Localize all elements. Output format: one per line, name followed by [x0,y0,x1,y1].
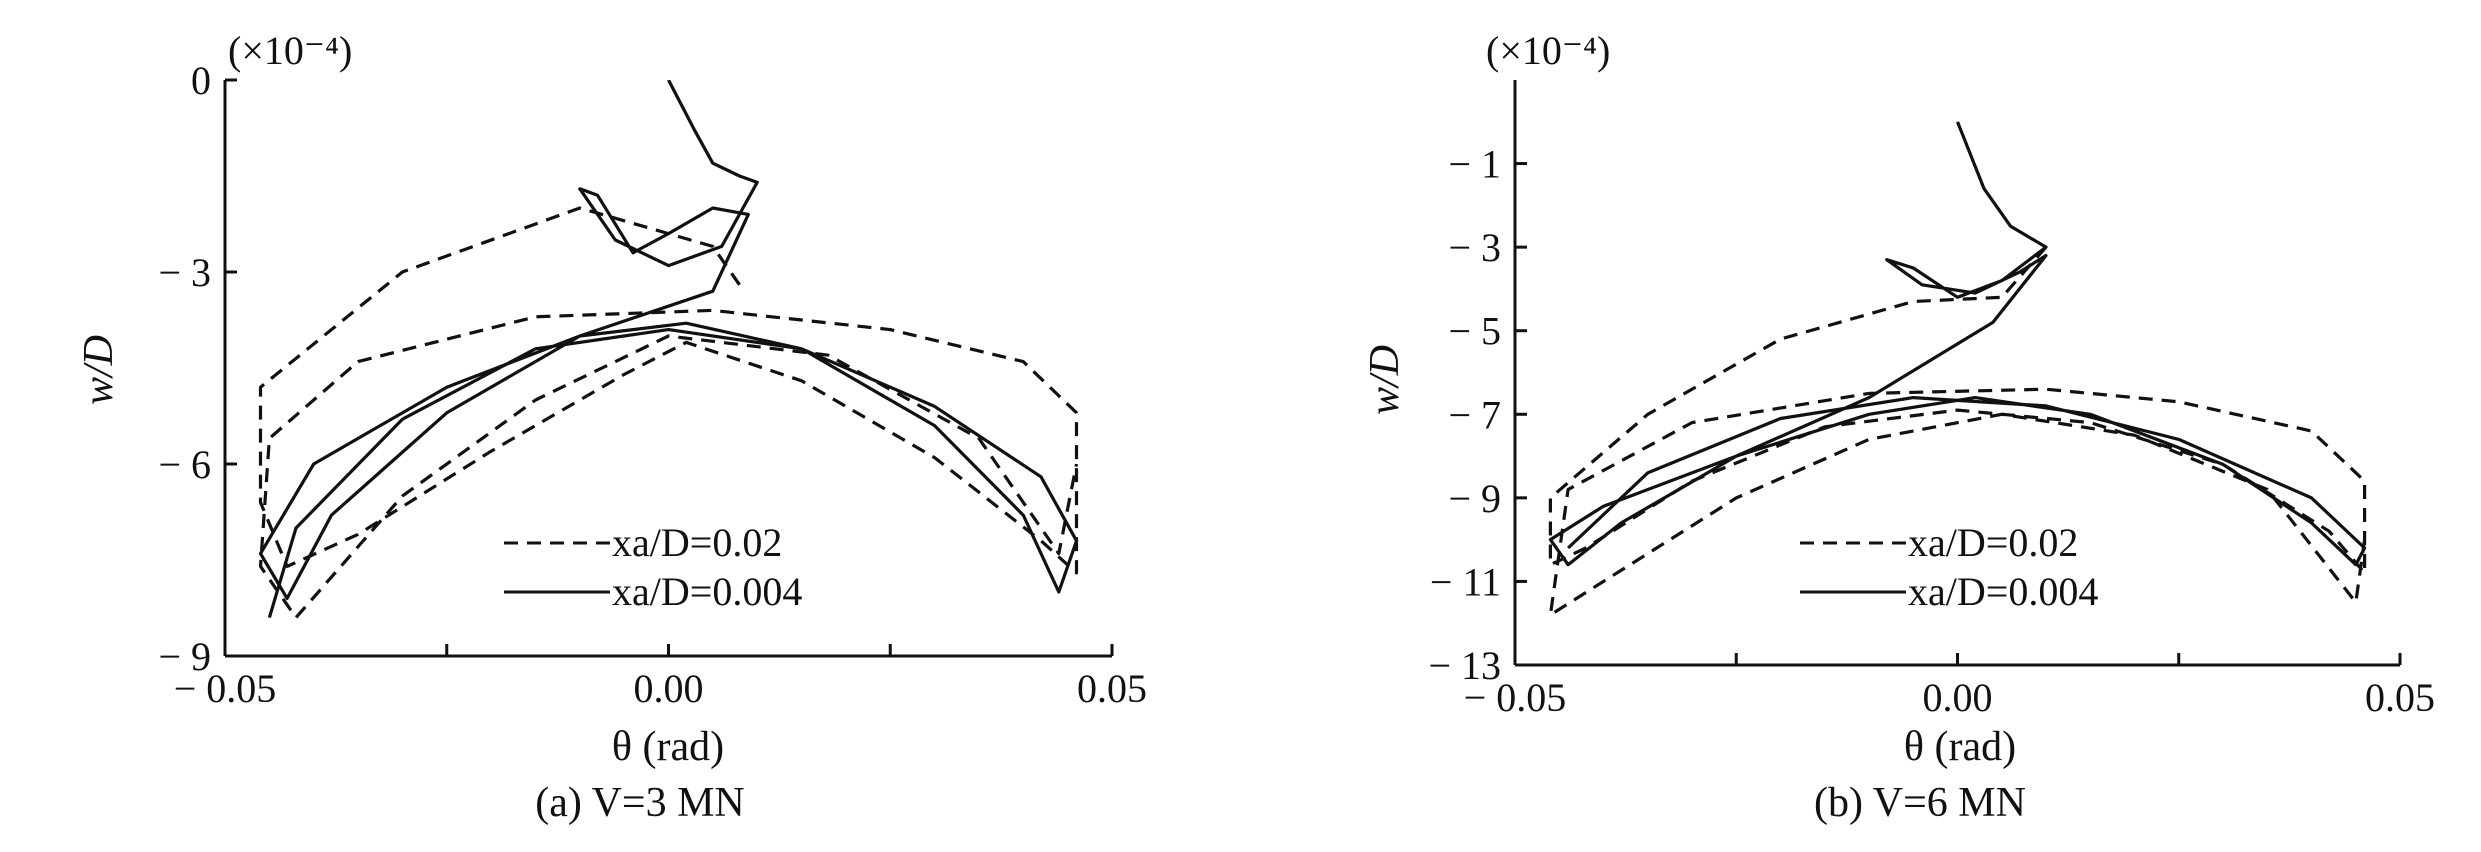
ticks-b: − 0.05 0.00 0.05 − 1 − 3 − 5 − 7 − 9 − 11 − 13 [1428,142,2435,720]
x-tick-label-a: − 0.05 [174,666,277,711]
plot-area-b [1548,121,2367,617]
chart-panel-b: − 0.05 0.00 0.05 − 1 − 3 − 5 − 7 − 9 − 11 − 13 (×… [1362,28,2435,826]
ticks-a: − 0.05 0.00 0.05 0 − 3 − 6 − 9 [158,58,1147,711]
y-tick-label-b: − 9 [1448,476,1501,521]
y-tick-label-b: − 7 [1448,392,1501,437]
series-line-b-1 [1548,121,2367,567]
legend-label-solid-a: xa/D=0.004 [612,569,802,614]
series-line-a-0 [258,206,1079,620]
x-tick-label-b: − 0.05 [1464,675,1567,720]
y-tick-label-a: − 9 [158,634,211,679]
legend-b: xa/D=0.02 xa/D=0.004 [1800,520,2098,614]
x-tick-label-a: 0.05 [1077,666,1147,711]
y-tick-label-b: − 3 [1448,225,1501,270]
y-axis-label-b: w/D [1362,345,1408,415]
caption-a: (a) V=3 MN [535,780,745,826]
caption-b: (b) V=6 MN [1814,780,2026,826]
legend-label-dashed-b: xa/D=0.02 [1908,520,2078,565]
legend-label-solid-b: xa/D=0.004 [1908,569,2098,614]
y-tick-label-b: − 5 [1448,309,1501,354]
x-tick-label-b: 0.00 [1923,675,1993,720]
legend-label-dashed-a: xa/D=0.02 [612,520,782,565]
legend-a: xa/D=0.02 xa/D=0.004 [504,520,802,614]
x-axis-label-a: θ (rad) [612,724,724,770]
y-tick-label-b: − 11 [1430,559,1501,604]
multiplier-b: (×10⁻⁴) [1486,28,1610,73]
y-tick-label-b: − 1 [1448,142,1501,187]
y-tick-label-b: − 13 [1428,643,1501,688]
series-line-a-1 [258,80,1079,619]
y-tick-label-a: − 6 [158,442,211,487]
chart-panel-a: − 0.05 0.00 0.05 0 − 3 − 6 − 9 (×10⁻⁴) w/D θ (… [76,28,1147,826]
y-tick-label-a: − 3 [158,250,211,295]
x-tick-label-a: 0.00 [634,666,704,711]
y-tick-label-a: 0 [191,58,211,103]
x-axis-label-b: θ (rad) [1904,724,2016,770]
x-tick-label-b: 0.05 [2365,675,2435,720]
multiplier-a: (×10⁻⁴) [228,28,352,73]
y-axis-label-a: w/D [76,335,122,405]
plot-area-a [258,80,1079,620]
